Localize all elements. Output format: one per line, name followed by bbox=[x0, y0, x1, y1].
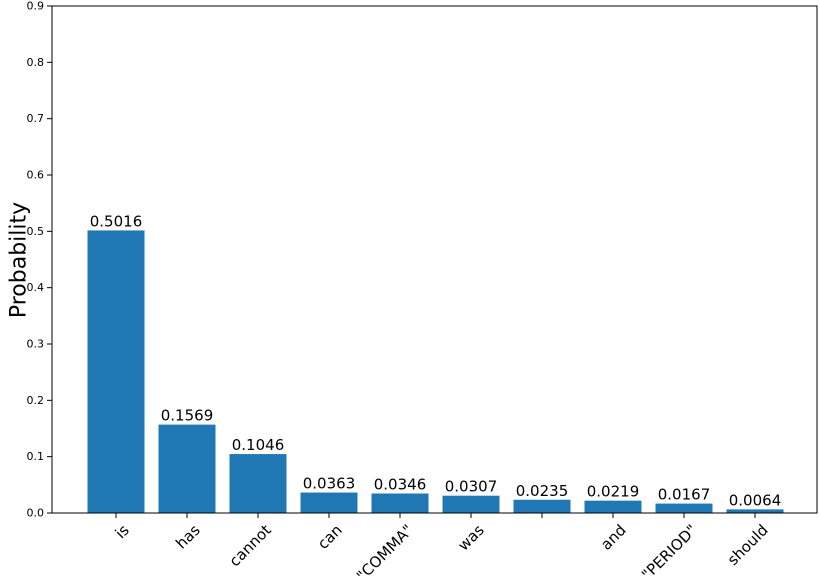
y-tick-label: 0.3 bbox=[27, 338, 45, 351]
bar bbox=[655, 503, 713, 513]
y-axis: 0.0 0.1 0.2 0.3 0.4 0.5 0.6 0.7 0.8 0.9 bbox=[27, 0, 52, 520]
bar bbox=[726, 509, 784, 513]
y-tick-label: 0.1 bbox=[27, 450, 45, 463]
x-tick-label: cannot bbox=[226, 521, 275, 570]
bar-value-label: 0.0346 bbox=[374, 476, 427, 494]
bar-value-label: 0.0307 bbox=[445, 478, 498, 496]
bar-value-label: 0.1569 bbox=[161, 407, 214, 425]
x-tick-label: "PERIOD" bbox=[638, 521, 701, 584]
bar bbox=[371, 493, 429, 513]
x-tick-label: has bbox=[172, 521, 204, 553]
bar-value-label: 0.1046 bbox=[232, 436, 285, 454]
bar-value-label: 0.0235 bbox=[516, 482, 569, 500]
x-tick-label: "COMMA" bbox=[353, 521, 417, 585]
bar-value-label: 0.0167 bbox=[658, 486, 711, 504]
x-tick-label: should bbox=[724, 521, 772, 569]
x-tick-label: can bbox=[314, 521, 346, 553]
bar-value-label: 0.0219 bbox=[587, 483, 640, 501]
bar bbox=[87, 230, 145, 513]
bar bbox=[158, 424, 216, 513]
x-tick-label: and bbox=[597, 521, 630, 554]
x-tick-label: is bbox=[112, 521, 133, 542]
bar bbox=[442, 495, 500, 513]
bar bbox=[513, 499, 571, 513]
bar-value-label: 0.0363 bbox=[303, 475, 356, 493]
plot-frame bbox=[51, 5, 818, 514]
bars bbox=[87, 230, 784, 513]
y-tick-label: 0.0 bbox=[27, 507, 45, 520]
y-tick-label: 0.4 bbox=[27, 281, 45, 294]
bar bbox=[229, 454, 287, 513]
y-axis-title: Probability bbox=[7, 202, 32, 318]
x-tick-label: was bbox=[454, 521, 488, 555]
data-labels: 0.5016 0.1569 0.1046 0.0363 0.0346 0.0307 0.02… bbox=[90, 212, 782, 509]
bar-value-label: 0.5016 bbox=[90, 212, 143, 230]
y-tick-label: 0.8 bbox=[27, 56, 45, 69]
bar bbox=[300, 492, 358, 513]
bar bbox=[584, 500, 642, 513]
x-axis: is has cannot can "COMMA" was and "PERIOD" shoul… bbox=[112, 513, 772, 585]
y-tick-label: 0.2 bbox=[27, 394, 45, 407]
y-tick-label: 0.5 bbox=[27, 225, 45, 238]
y-tick-label: 0.9 bbox=[27, 0, 45, 13]
bar-value-label: 0.0064 bbox=[729, 491, 782, 509]
y-tick-label: 0.6 bbox=[27, 169, 45, 182]
y-tick-label: 0.7 bbox=[27, 112, 45, 125]
